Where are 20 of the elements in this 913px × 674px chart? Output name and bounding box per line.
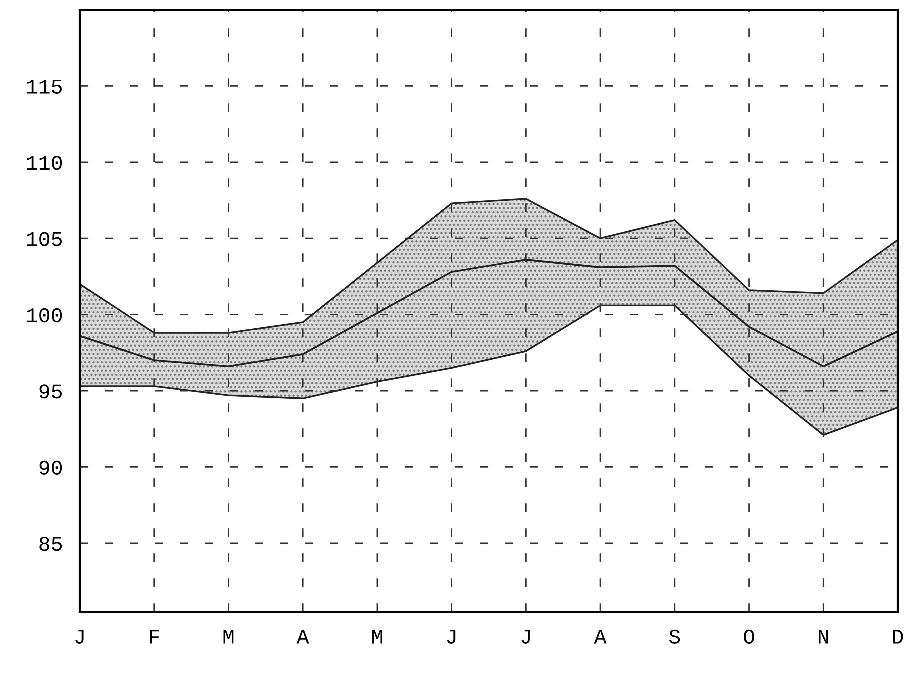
x-tick-label: A — [296, 630, 310, 644]
y-tick-label: 110 — [27, 156, 62, 170]
x-tick-label: J — [447, 630, 456, 644]
y-tick-label: 95 — [40, 384, 62, 399]
y-tick-label: 105 — [27, 232, 62, 246]
x-tick-label: N — [819, 630, 828, 644]
x-tick-label: A — [594, 630, 607, 644]
y-tick-label: 115 — [27, 80, 62, 94]
x-tick-label: O — [744, 630, 754, 644]
line-series — [80, 259, 898, 368]
x-tick-label: M — [372, 630, 382, 644]
x-tick-label: J — [522, 630, 530, 644]
y-tick-label: 85 — [40, 537, 62, 552]
y-tick-label: 100 — [27, 308, 62, 323]
x-tick-label: D — [893, 630, 904, 644]
x-tick-label: J — [76, 630, 84, 644]
y-tick-label: 90 — [40, 460, 62, 475]
x-tick-label: F — [150, 630, 160, 644]
x-tick-label: M — [224, 630, 234, 644]
x-tick-label: S — [669, 630, 680, 644]
